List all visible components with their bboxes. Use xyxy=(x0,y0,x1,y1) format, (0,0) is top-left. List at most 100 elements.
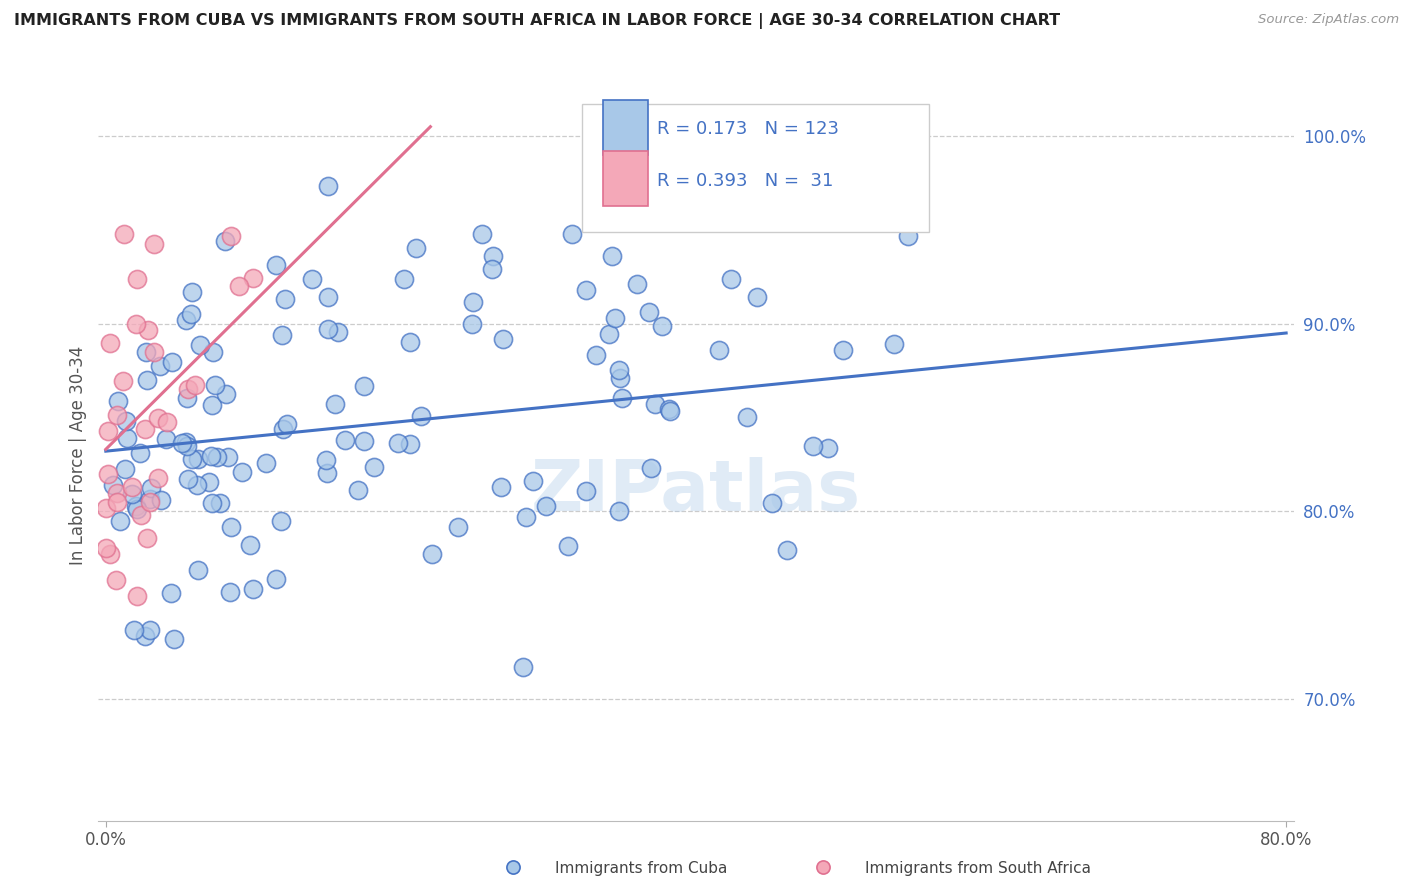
Point xyxy=(94,500,117,515)
Point xyxy=(110,514,132,528)
Text: ZIPatlas: ZIPatlas xyxy=(531,457,860,526)
Point xyxy=(482,248,505,262)
Point xyxy=(125,271,148,285)
Point xyxy=(176,391,198,405)
Point xyxy=(156,415,179,429)
Point xyxy=(180,451,202,466)
Point xyxy=(316,289,339,303)
Point xyxy=(121,480,143,494)
Point xyxy=(264,572,287,586)
Point xyxy=(883,337,905,351)
Point xyxy=(105,494,128,508)
Point xyxy=(125,499,148,513)
Text: Source: ZipAtlas.com: Source: ZipAtlas.com xyxy=(1258,13,1399,27)
Point xyxy=(387,435,409,450)
Point xyxy=(142,236,165,251)
Point xyxy=(398,437,420,451)
Point xyxy=(515,510,537,524)
Point xyxy=(607,363,630,377)
Point xyxy=(747,290,769,304)
Point xyxy=(139,491,162,506)
Point xyxy=(122,623,145,637)
Point xyxy=(315,453,337,467)
Point xyxy=(328,326,350,340)
Point xyxy=(129,445,152,459)
Point xyxy=(135,531,157,545)
Point xyxy=(105,485,128,500)
Point xyxy=(124,317,146,331)
Point xyxy=(481,262,503,277)
Point xyxy=(135,344,157,359)
Point xyxy=(811,860,834,874)
Text: Immigrants from South Africa: Immigrants from South Africa xyxy=(865,862,1091,876)
Point xyxy=(638,305,661,319)
Point xyxy=(117,431,139,445)
Point xyxy=(737,409,759,424)
Y-axis label: In Labor Force | Age 30-34: In Labor Force | Age 30-34 xyxy=(69,345,87,565)
Point xyxy=(574,484,596,499)
Point xyxy=(112,227,135,242)
Point xyxy=(605,181,627,195)
Point xyxy=(776,543,799,558)
Point xyxy=(801,439,824,453)
Point xyxy=(600,249,623,263)
Point xyxy=(149,493,172,508)
Point xyxy=(242,271,264,285)
Point xyxy=(353,434,375,448)
Point xyxy=(239,538,262,552)
Point xyxy=(214,234,236,248)
Point xyxy=(409,409,432,423)
Point xyxy=(174,434,197,449)
Point xyxy=(127,589,149,603)
Point xyxy=(146,471,169,485)
Point xyxy=(709,343,731,358)
Point xyxy=(187,563,209,577)
Point xyxy=(215,387,238,401)
Point xyxy=(817,442,839,456)
Point xyxy=(512,660,534,674)
Point xyxy=(242,582,264,597)
Point xyxy=(136,323,159,337)
Point xyxy=(112,375,135,389)
Point xyxy=(405,241,427,255)
Point xyxy=(254,456,277,470)
Point xyxy=(218,584,240,599)
Point xyxy=(626,277,648,291)
Point xyxy=(217,450,239,465)
FancyBboxPatch shape xyxy=(582,103,929,232)
Text: Immigrants from Cuba: Immigrants from Cuba xyxy=(555,862,728,876)
Point xyxy=(138,495,160,509)
Point xyxy=(228,278,250,293)
Point xyxy=(276,417,298,432)
Point xyxy=(644,397,666,411)
Point xyxy=(187,452,209,467)
Point xyxy=(316,466,339,480)
Point xyxy=(200,496,222,510)
Point xyxy=(323,397,346,411)
Point xyxy=(174,313,197,327)
Point xyxy=(605,311,627,326)
Point xyxy=(180,307,202,321)
Point xyxy=(105,573,128,587)
Point xyxy=(127,502,149,516)
Point xyxy=(134,421,156,435)
Point xyxy=(658,404,681,418)
Point xyxy=(720,272,742,286)
Point xyxy=(502,860,524,874)
Point xyxy=(98,335,121,350)
Point xyxy=(316,321,339,335)
Point xyxy=(640,460,662,475)
Point xyxy=(831,343,853,358)
Point xyxy=(143,344,166,359)
Point xyxy=(159,586,181,600)
Point xyxy=(353,378,375,392)
Point xyxy=(186,478,208,492)
Point xyxy=(107,394,129,409)
Text: R = 0.173   N = 123: R = 0.173 N = 123 xyxy=(657,120,838,138)
Point xyxy=(492,332,515,346)
Point xyxy=(274,293,297,307)
Point xyxy=(97,467,120,481)
Point xyxy=(98,548,121,562)
Point xyxy=(177,382,200,396)
FancyBboxPatch shape xyxy=(603,152,648,206)
